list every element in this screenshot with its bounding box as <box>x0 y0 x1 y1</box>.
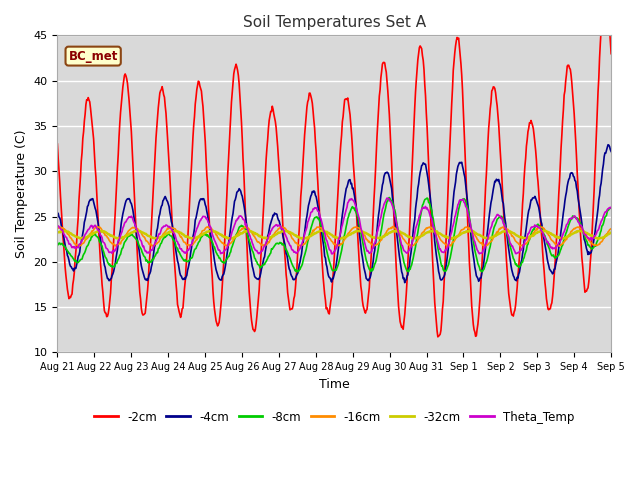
-16cm <box>297 243 305 249</box>
-16cm <box>419 229 427 235</box>
-2cm <box>177 314 184 320</box>
-4cm <box>419 162 426 168</box>
-16cm <box>388 224 396 229</box>
-16cm <box>403 241 411 247</box>
-2cm <box>418 46 426 51</box>
-2cm <box>206 230 214 236</box>
-8cm <box>403 268 411 274</box>
-16cm <box>120 235 128 240</box>
-8cm <box>120 240 128 245</box>
Line: -32cm: -32cm <box>58 230 611 239</box>
-32cm <box>177 230 184 236</box>
Theta_Temp <box>607 204 615 210</box>
Theta_Temp <box>383 195 391 201</box>
-16cm <box>177 234 184 240</box>
-4cm <box>120 204 128 210</box>
-4cm <box>607 149 615 155</box>
-4cm <box>401 280 408 286</box>
X-axis label: Time: Time <box>319 378 349 391</box>
-32cm <box>607 230 615 236</box>
-32cm <box>120 234 128 240</box>
Line: -8cm: -8cm <box>58 197 611 272</box>
Theta_Temp <box>328 251 336 257</box>
-32cm <box>63 228 71 234</box>
-4cm <box>206 226 214 232</box>
Line: -16cm: -16cm <box>58 227 611 246</box>
Theta_Temp <box>403 250 411 256</box>
-32cm <box>317 228 325 233</box>
Theta_Temp <box>419 204 427 210</box>
-32cm <box>403 233 410 239</box>
Theta_Temp <box>63 237 71 243</box>
-8cm <box>385 194 393 200</box>
-32cm <box>419 232 427 238</box>
Legend: -2cm, -4cm, -8cm, -16cm, -32cm, Theta_Temp: -2cm, -4cm, -8cm, -16cm, -32cm, Theta_Te… <box>90 406 579 428</box>
-4cm <box>54 210 61 216</box>
Title: Soil Temperatures Set A: Soil Temperatures Set A <box>243 15 426 30</box>
-2cm <box>402 301 410 307</box>
-2cm <box>54 141 61 147</box>
-8cm <box>293 269 301 275</box>
-2cm <box>63 287 71 292</box>
-16cm <box>607 226 615 232</box>
Y-axis label: Soil Temperature (C): Soil Temperature (C) <box>15 130 28 258</box>
-8cm <box>607 205 615 211</box>
-16cm <box>206 226 214 231</box>
Theta_Temp <box>54 223 61 228</box>
-8cm <box>63 248 71 254</box>
-8cm <box>206 235 214 241</box>
-4cm <box>604 142 612 148</box>
-16cm <box>54 225 61 231</box>
Theta_Temp <box>120 221 128 227</box>
Line: -2cm: -2cm <box>58 0 611 337</box>
-2cm <box>607 51 615 57</box>
-32cm <box>54 229 61 235</box>
-8cm <box>54 242 61 248</box>
Line: -4cm: -4cm <box>58 145 611 283</box>
-2cm <box>434 334 442 340</box>
Theta_Temp <box>206 224 214 230</box>
-2cm <box>120 73 128 79</box>
-4cm <box>177 273 184 278</box>
-8cm <box>177 252 184 258</box>
Theta_Temp <box>177 246 184 252</box>
-4cm <box>63 252 71 258</box>
-8cm <box>419 201 427 207</box>
-32cm <box>206 228 214 234</box>
-32cm <box>408 236 416 242</box>
-4cm <box>403 277 410 283</box>
Line: Theta_Temp: Theta_Temp <box>58 198 611 254</box>
-16cm <box>63 231 71 237</box>
Text: BC_met: BC_met <box>68 49 118 62</box>
